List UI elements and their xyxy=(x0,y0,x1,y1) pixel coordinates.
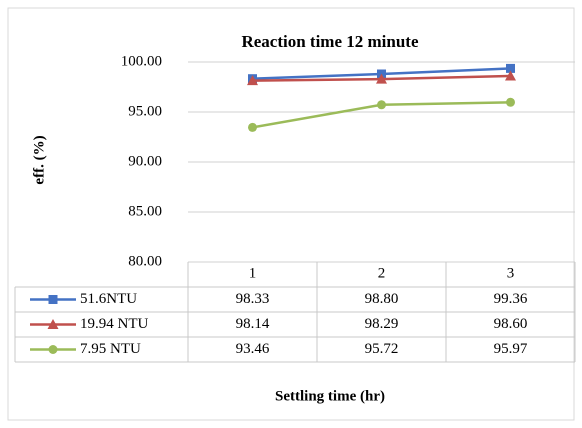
table-value: 99.36 xyxy=(494,291,528,307)
table-value: 98.29 xyxy=(365,316,399,332)
legend-key-marker xyxy=(48,345,58,354)
chart-title: Reaction time 12 minute xyxy=(241,32,419,51)
y-tick-label: 100.00 xyxy=(121,53,162,69)
marker xyxy=(376,73,387,84)
legend-entry: 7.95 NTU xyxy=(80,341,141,357)
y-tick-label: 80.00 xyxy=(128,253,162,269)
marker xyxy=(506,63,515,73)
legend-key-marker xyxy=(47,319,59,329)
y-tick-label: 85.00 xyxy=(128,203,162,219)
table-value: 95.72 xyxy=(365,341,399,357)
table-value: 98.60 xyxy=(494,316,528,332)
marker xyxy=(377,100,386,110)
legend-key-marker xyxy=(48,295,58,304)
legend-entry: 51.6NTU xyxy=(80,291,137,307)
table-value: 95.97 xyxy=(494,341,528,357)
y-tick-label: 90.00 xyxy=(128,153,162,169)
x-tick-label: 1 xyxy=(249,265,257,281)
table-value: 93.46 xyxy=(236,341,270,357)
y-axis-label: eff. (%) xyxy=(31,135,47,184)
table-value: 98.80 xyxy=(365,291,399,307)
legend-entry: 19.94 NTU xyxy=(80,316,148,332)
marker xyxy=(506,97,515,107)
marker xyxy=(248,122,257,132)
marker xyxy=(505,70,516,81)
x-tick-label: 2 xyxy=(378,265,386,281)
x-tick-label: 3 xyxy=(507,265,515,281)
y-tick-label: 95.00 xyxy=(128,103,162,119)
table-value: 98.33 xyxy=(236,291,270,307)
table-value: 98.14 xyxy=(236,316,270,332)
x-axis-label: Settling time (hr) xyxy=(275,388,385,404)
marker xyxy=(247,75,258,86)
